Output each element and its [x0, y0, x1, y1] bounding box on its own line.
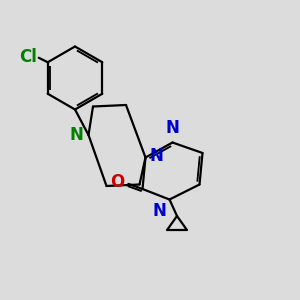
Text: N: N [69, 126, 83, 144]
Text: Cl: Cl [19, 48, 37, 66]
Text: N: N [166, 119, 179, 137]
Text: N: N [152, 202, 166, 220]
Text: O: O [111, 173, 125, 191]
Text: N: N [149, 147, 163, 165]
